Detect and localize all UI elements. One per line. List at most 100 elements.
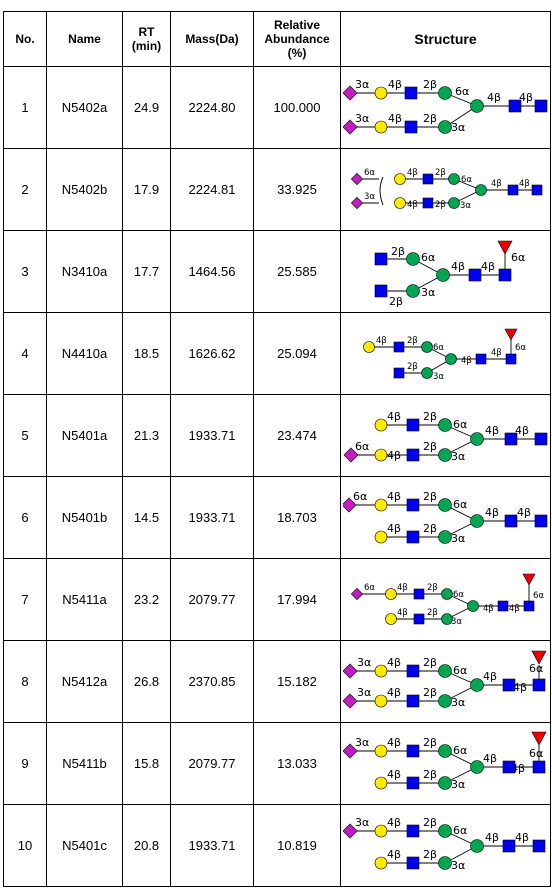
- table-row: 3 N3410a 17.7 1464.56 25.585 2β 6α 4β 4β…: [3, 230, 551, 313]
- linkage-label: 4β: [397, 608, 408, 618]
- linkage-label: 3α: [364, 192, 375, 202]
- galactose-circle: [374, 86, 387, 99]
- cell-name: N5401c: [46, 804, 123, 887]
- linkage-label: 4β: [387, 736, 401, 749]
- cell-name: N5402a: [46, 66, 123, 149]
- glycan-structure-4: 4β 2β 6α 4β 4β 6α 2β 3α: [362, 328, 526, 382]
- table-row: 1 N5402a 24.9 2224.80 100.000 3α 4β 2β 6…: [3, 66, 551, 149]
- glycan-structure-5: 4β 2β 6α 4β 4β 6α 4β 2β 3α: [343, 410, 547, 463]
- linkage-label: 4β: [491, 348, 502, 358]
- linkage-label: 3α: [355, 816, 369, 829]
- galactose-circle: [374, 694, 387, 707]
- sialic-acid-diamond: [350, 587, 363, 600]
- linkage-label: 6α: [453, 418, 467, 431]
- cell-rt: 23.2: [122, 558, 171, 641]
- sialic-acid-diamond: [350, 172, 363, 185]
- table-row: 4 N4410a 18.5 1626.62 25.094 4β 2β 6α 4β…: [3, 312, 551, 395]
- glcnac-square: [413, 588, 424, 599]
- galactose-circle: [374, 664, 387, 677]
- cell-mass: 1933.71: [170, 476, 254, 559]
- cell-no: 10: [3, 804, 47, 887]
- mannose-circle: [474, 183, 487, 196]
- fucose-triangle: [496, 240, 513, 255]
- linkage-label: 4β: [485, 831, 499, 844]
- linkage-label: 6α: [511, 251, 525, 264]
- glycan-table: No. Name RT (min) Mass(Da) Relative Abunda…: [3, 11, 551, 887]
- galactose-circle: [393, 172, 406, 185]
- linkage-label: 2β: [423, 410, 437, 423]
- mannose-circle: [469, 677, 484, 692]
- mannose-circle: [437, 823, 452, 838]
- linkage-label: 6α: [529, 747, 543, 760]
- mannose-circle: [447, 196, 460, 209]
- linkage-label: 6α: [453, 590, 464, 600]
- cell-mass: 2079.77: [170, 558, 254, 641]
- linkage-label: 2β: [391, 245, 405, 258]
- cell-structure: 4β 2β 6α 4β 4β 6α 4β 2β 3α: [340, 394, 551, 477]
- sialic-acid-diamond: [342, 743, 357, 758]
- header-abundance-line3: (%): [287, 46, 307, 60]
- glcnac-square: [422, 173, 433, 184]
- cell-rt: 20.8: [122, 804, 171, 887]
- linkage-label: 3α: [421, 286, 435, 299]
- cell-rt: 17.9: [122, 148, 171, 231]
- linkage-label: 2β: [423, 78, 437, 91]
- table-row: 6 N5401b 14.5 1933.71 18.703 6α 4β 2β 6α…: [3, 476, 551, 559]
- cell-structure: 3α 4β 2β 6α 4β 4β 3α 4β 2β 3α: [340, 66, 551, 149]
- glcnac-square: [507, 184, 518, 195]
- linkage-label: 2β: [423, 816, 437, 829]
- header-abundance-line1: Relative: [273, 18, 321, 32]
- fucose-triangle: [521, 573, 536, 586]
- cell-no: 9: [3, 722, 47, 805]
- glcnac-square: [531, 184, 542, 195]
- linkage-label: 3α: [451, 121, 465, 134]
- mannose-circle: [437, 497, 452, 512]
- linkage-label: 4β: [387, 522, 401, 535]
- linkage-label: 6α: [453, 744, 467, 757]
- linkage-label: 4β: [387, 816, 401, 829]
- linkage-label: 3α: [357, 686, 371, 699]
- linkage-label: 2β: [423, 490, 437, 503]
- cell-name: N5402b: [46, 148, 123, 231]
- linkage-label: 2β: [423, 736, 437, 749]
- glcnac-square: [406, 498, 419, 511]
- mannose-circle: [447, 172, 460, 185]
- linkage-label: 6α: [355, 440, 369, 453]
- table-row: 10 N5401c 20.8 1933.71 10.819 3α 4β 2β 6…: [3, 804, 551, 887]
- linkage-label: 6α: [453, 664, 467, 677]
- glcnac-square: [502, 760, 515, 773]
- mannose-circle: [469, 431, 484, 446]
- table-row: 7 N5411a 23.2 2079.77 17.994 6α 4β 2β 6α…: [3, 558, 551, 641]
- linkage-label: 2β: [423, 112, 437, 125]
- glcnac-square: [393, 367, 404, 378]
- mannose-circle: [469, 838, 484, 853]
- cell-mass: 2370.85: [170, 640, 254, 723]
- linkage-label: 6α: [364, 583, 375, 593]
- linkage-label: 6α: [533, 591, 544, 601]
- glcnac-square: [505, 353, 516, 364]
- glcnac-square: [498, 268, 511, 281]
- cell-abundance: 13.033: [253, 722, 341, 805]
- linkage-label: 4β: [483, 670, 497, 683]
- linkage-label: 3α: [357, 656, 371, 669]
- linkage-label: 2β: [427, 583, 438, 593]
- galactose-circle: [384, 612, 397, 625]
- linkage-label: 4β: [483, 752, 497, 765]
- mannose-circle: [420, 366, 433, 379]
- linkage-label: 2β: [423, 522, 437, 535]
- cell-structure: 6α 3α 4β 2β 6α 4β 4β 4β 2β 3α: [340, 148, 551, 231]
- linkage-label: 4β: [407, 200, 418, 210]
- cell-abundance: 15.182: [253, 640, 341, 723]
- mannose-circle: [437, 743, 452, 758]
- table-row: 5 N5401a 21.3 1933.71 23.474 4β 2β 6α 4β…: [3, 394, 551, 477]
- linkage-label: 6α: [515, 343, 526, 353]
- fucose-triangle: [530, 650, 547, 665]
- cell-structure: 3α 4β 2β 6α 4β 4β 4β 2β 3α: [340, 804, 551, 887]
- glcnac-square: [508, 99, 521, 112]
- galactose-circle: [374, 120, 387, 133]
- glcnac-square: [406, 530, 419, 543]
- cell-rt: 24.9: [122, 66, 171, 149]
- linkage-label: 6α: [453, 824, 467, 837]
- mannose-circle: [405, 283, 420, 298]
- linkage-label: 3α: [451, 450, 465, 463]
